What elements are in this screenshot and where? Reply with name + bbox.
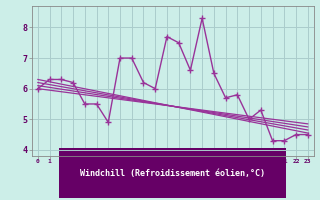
X-axis label: Windchill (Refroidissement éolien,°C): Windchill (Refroidissement éolien,°C) (80, 169, 265, 178)
